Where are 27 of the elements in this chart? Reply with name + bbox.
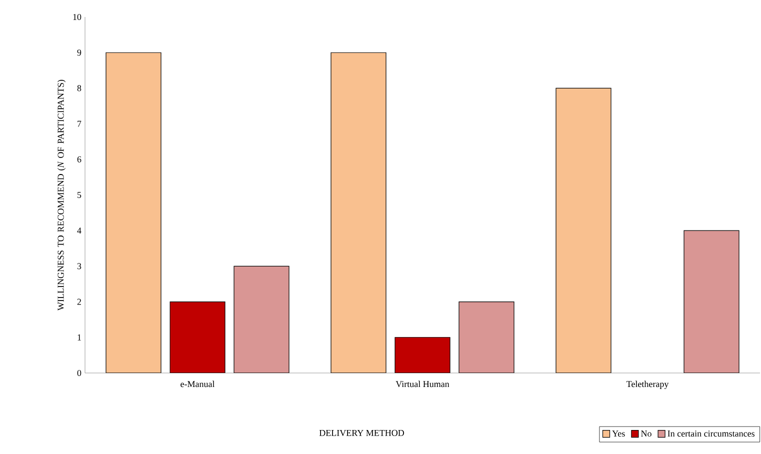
y-tick-label: 4 xyxy=(77,228,82,234)
legend-label: In certain circumstances xyxy=(668,430,754,437)
y-tick-label: 1 xyxy=(78,334,81,340)
bar xyxy=(556,88,612,373)
y-tick-label: 2 xyxy=(77,298,81,305)
y-tick-label: 7 xyxy=(78,120,82,127)
bar xyxy=(458,301,514,373)
x-tick-label: e-Manual xyxy=(180,380,215,388)
y-tick-label: 8 xyxy=(77,85,82,92)
y-tick-label: 0 xyxy=(77,370,82,376)
bar xyxy=(106,52,162,373)
legend-label: Yes xyxy=(612,430,625,437)
x-tick-label: Teletherapy xyxy=(626,380,669,389)
legend-label: No xyxy=(641,430,652,437)
bar xyxy=(234,266,290,373)
x-tick-label: Virtual Human xyxy=(396,380,450,388)
y-tick-label: 5 xyxy=(77,192,82,198)
y-tick-label: 6 xyxy=(77,156,82,162)
x-axis-title: DELIVERY METHOD xyxy=(319,430,404,436)
y-tick-label: 3 xyxy=(77,263,82,270)
bar xyxy=(170,301,226,373)
bar xyxy=(684,230,740,373)
bar xyxy=(394,337,450,373)
bar xyxy=(330,52,386,373)
y-tick-label: 10 xyxy=(73,14,82,20)
y-axis-title: WILLINGNESS TO RECOMMEND (N OF PARTICIPANTS) xyxy=(57,80,66,311)
y-tick-label: 9 xyxy=(77,50,82,56)
